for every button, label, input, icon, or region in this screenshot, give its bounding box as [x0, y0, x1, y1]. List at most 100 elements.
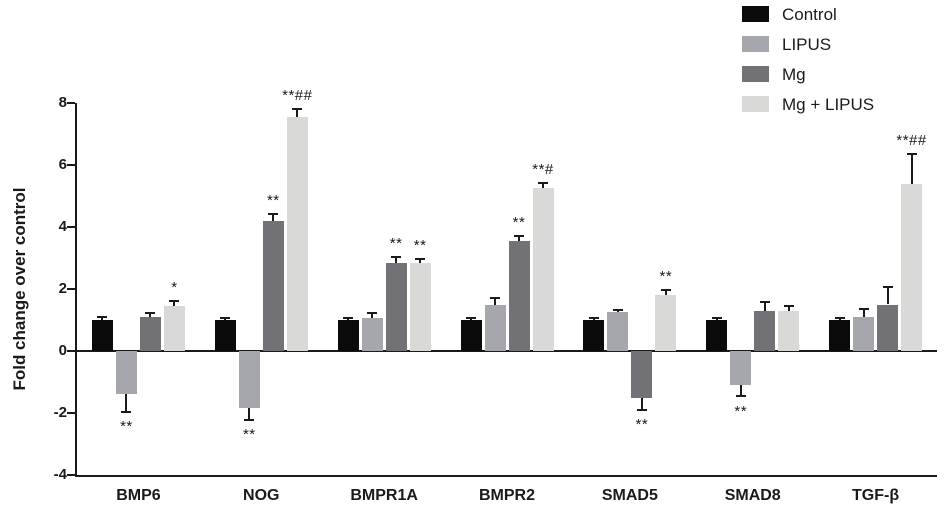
legend-item: Control: [742, 4, 874, 24]
bar: [262, 220, 284, 351]
error-bar-stem: [886, 285, 889, 305]
y-tick-mark: [67, 164, 75, 166]
bar: [853, 316, 875, 351]
significance-annotation: **#: [532, 161, 554, 179]
bar: [901, 183, 923, 351]
error-bar-cap: [415, 258, 426, 260]
error-bar: [220, 316, 231, 320]
error-bar: [711, 316, 722, 320]
error-bar: [612, 308, 623, 313]
bar: [139, 316, 161, 351]
error-bar-stem: [149, 312, 152, 317]
x-category-label: SMAD8: [724, 487, 781, 504]
error-bar: [244, 408, 255, 421]
plot-area: -4 -2 0 2 4 6 8 BMP6 ** * NOG ** ** **## BMPR1A ** ** BMP…: [54, 87, 937, 504]
legend-swatch: [742, 96, 769, 112]
error-bar: [906, 152, 917, 184]
error-bar-stem: [787, 304, 790, 311]
error-bar-cap: [514, 234, 524, 237]
y-tick-mark: [67, 226, 75, 228]
error-bar: [636, 397, 647, 412]
bar: [730, 351, 752, 386]
error-bar-cap: [882, 285, 893, 288]
bar: [409, 262, 431, 351]
error-bar-cap: [466, 316, 476, 319]
y-tick-mark: [67, 412, 75, 414]
error-bar-cap: [292, 107, 303, 110]
error-bar: [145, 312, 156, 317]
bar: [238, 351, 260, 409]
error-bar-cap: [220, 316, 231, 319]
error-bar-cap: [612, 308, 623, 311]
error-bar-stem: [739, 385, 742, 398]
zero-baseline: [77, 350, 937, 352]
significance-annotation: **: [413, 237, 427, 254]
y-tick-label: -4: [53, 466, 67, 483]
y-tick-label: 8: [58, 94, 67, 111]
x-category-label: SMAD5: [601, 487, 658, 504]
bar: [115, 351, 137, 395]
error-bar-cap: [490, 296, 500, 299]
error-bar-cap: [783, 304, 794, 307]
y-tick-label: 6: [58, 156, 67, 173]
x-category-label: BMP6: [116, 487, 161, 504]
error-bar-cap: [636, 409, 647, 412]
error-bar-stem: [296, 107, 299, 117]
x-category-label: BMPR1A: [350, 487, 418, 504]
legend-swatch: [742, 6, 769, 22]
error-bar: [882, 285, 893, 305]
x-category-label: TGF-β: [852, 487, 900, 504]
error-bar-cap: [391, 256, 402, 259]
y-tick-mark: [67, 474, 75, 476]
error-bar-cap: [858, 307, 869, 310]
error-bar-stem: [664, 289, 667, 296]
bar: [484, 304, 506, 351]
y-axis-label: Fold change over control: [10, 187, 29, 391]
legend-item: Mg + LIPUS: [742, 96, 874, 113]
error-bar: [490, 296, 500, 305]
significance-annotation: **: [242, 425, 256, 443]
error-bar: [783, 304, 794, 311]
x-category-label: NOG: [243, 487, 280, 504]
error-bar-stem: [640, 397, 643, 412]
error-bar: [759, 301, 770, 311]
legend-item: Mg: [742, 66, 874, 83]
bar: [385, 262, 407, 351]
error-bar: [834, 316, 845, 320]
error-bar: [343, 316, 354, 320]
error-bar-stem: [542, 182, 544, 189]
legend-swatch: [742, 66, 769, 82]
error-bar: [121, 394, 132, 413]
y-tick-label: 4: [58, 218, 67, 235]
bar: [508, 240, 530, 351]
error-bar-stem: [371, 312, 374, 319]
error-bar-stem: [395, 256, 398, 263]
error-bar-cap: [538, 182, 548, 185]
bar: [778, 310, 800, 351]
error-bar-cap: [711, 316, 722, 319]
bar: [337, 320, 359, 351]
error-bar-cap: [244, 418, 255, 421]
significance-annotation: **##: [896, 131, 927, 149]
bar: [877, 304, 899, 351]
error-bar-stem: [248, 408, 251, 421]
bar: [163, 306, 185, 351]
error-bar: [367, 312, 378, 319]
error-bar: [292, 107, 303, 117]
error-bar-cap: [588, 316, 599, 319]
significance-annotation: **: [659, 268, 673, 285]
significance-annotation: **: [389, 235, 403, 253]
x-category-label: BMPR2: [478, 487, 535, 504]
bar: [829, 320, 851, 351]
error-bar-cap: [343, 316, 354, 319]
bar: [583, 320, 605, 351]
bar: [286, 116, 308, 351]
legend-label: Control: [782, 4, 837, 24]
significance-annotation: **: [120, 418, 133, 435]
error-bar: [660, 289, 671, 296]
bar: [361, 318, 383, 351]
bar: [532, 188, 554, 351]
error-bar-stem: [518, 234, 520, 241]
error-bar: [268, 213, 279, 221]
error-bar: [538, 182, 548, 189]
